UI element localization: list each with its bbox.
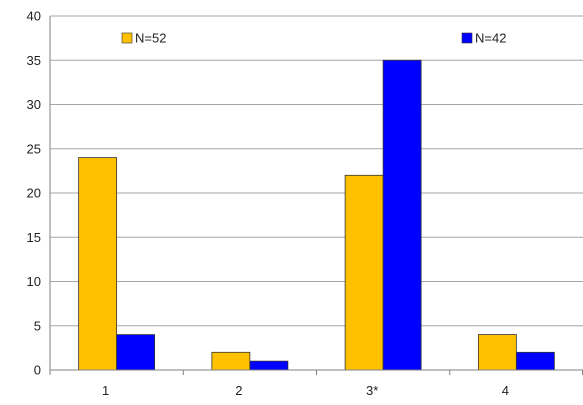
x-tick-label: 2	[235, 383, 242, 398]
y-tick-labels: 0 5 10 15 20 25 30 35 40	[27, 9, 41, 378]
bar-series-2-category-1	[116, 334, 156, 371]
y-tick-label: 35	[27, 53, 41, 68]
y-tick-label: 30	[27, 97, 41, 112]
bar-series-2-category-4	[515, 351, 555, 371]
y-tick-label: 15	[27, 230, 41, 245]
bars	[78, 59, 555, 371]
legend: N=52 N=42	[121, 31, 506, 46]
x-tick-label: 1	[102, 383, 109, 398]
y-tick-label: 20	[27, 186, 41, 201]
bar-series-1-category-1	[78, 157, 118, 371]
bar-series-1-category-4	[477, 334, 517, 371]
bar-series-2-category-2	[249, 360, 289, 371]
y-tick-label: 5	[34, 318, 41, 333]
bar-series-2-category-3	[382, 59, 422, 371]
legend-label: N=42	[475, 31, 506, 46]
legend-swatch	[121, 32, 133, 44]
y-tick-label: 10	[27, 274, 41, 289]
bar-series-1-category-3	[344, 174, 384, 371]
gridlines	[50, 15, 583, 327]
y-tick-label: 40	[27, 9, 41, 24]
x-tick-label: 3*	[366, 383, 378, 398]
legend-label: N=52	[135, 31, 166, 46]
x-tick-labels: 1 2 3* 4	[102, 383, 509, 398]
y-tick-label: 25	[27, 141, 41, 156]
y-tick-label: 0	[34, 363, 41, 378]
legend-swatch	[461, 32, 473, 44]
legend-item-2: N=42	[461, 31, 506, 46]
bar-series-1-category-2	[211, 351, 251, 371]
legend-item-1: N=52	[121, 31, 166, 46]
axes	[49, 16, 583, 375]
x-tick-label: 4	[502, 383, 509, 398]
